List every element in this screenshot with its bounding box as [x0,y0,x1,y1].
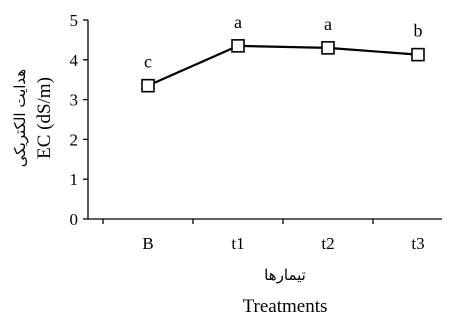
y-tick-label: 4 [70,51,79,70]
x-category-label: t1 [231,234,244,253]
x-category-label: B [142,234,153,253]
y-axis-title-persian: هدایت الکتریکی [11,69,29,167]
x-axis-title-persian: تیمارها [264,266,306,284]
data-markers [141,39,425,93]
data-point-marker [231,39,245,53]
significance-letter: a [234,12,242,32]
y-tick-label: 5 [70,11,79,30]
y-tick-label: 1 [70,170,79,189]
x-axis-title: Treatments [243,296,328,317]
significance-letter: a [324,14,332,34]
y-tick-label: 3 [70,91,79,110]
data-point-marker [141,78,155,93]
significance-letter: b [414,21,423,41]
data-point-marker [411,47,425,62]
x-category-label: t2 [321,234,334,253]
y-axis-title: EC (dS/m) [34,77,55,159]
x-category-label: t3 [411,234,424,253]
y-tick-label: 2 [70,130,79,149]
series-line [147,44,419,87]
y-tick-label: 0 [70,210,79,229]
data-point-marker [321,41,335,55]
y-axis-ticks: 0 1 2 3 4 5 [70,11,88,229]
significance-letter: c [144,52,152,72]
significance-labels: c a a b [144,12,423,72]
